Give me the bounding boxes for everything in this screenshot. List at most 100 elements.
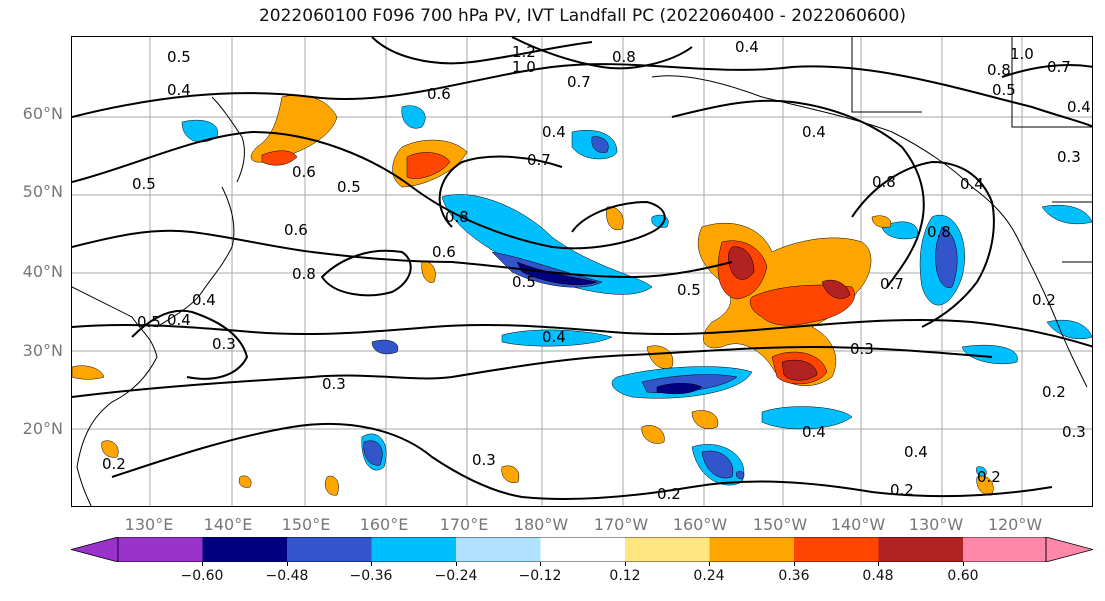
contour-label: 0.5 [337,178,361,196]
lat-label: 40°N [22,262,63,281]
colorbar-swatch [456,537,541,562]
contour-label: 0.8 [445,208,469,226]
contour-label: 0.6 [292,163,316,181]
colorbar-tick-label: 0.12 [609,568,641,584]
contour-label: 0.5 [137,313,161,331]
colorbar-tick-label: 0.48 [862,568,894,584]
colorbar-swatch [625,537,710,562]
contour-label: 0.3 [1062,423,1086,441]
contour-label: 0.4 [542,328,566,346]
colorbar-swatch [118,537,203,562]
colorbar-tickmark [287,562,288,566]
colorbar-swatch [540,537,625,562]
colorbar-tickmark [540,562,541,566]
lon-label: 120°W [987,515,1043,534]
contour-label: 1.0 [512,58,536,76]
contour-label: 0.4 [802,423,826,441]
colorbar-swatch [287,537,372,562]
lon-label: 140°E [203,515,253,534]
lon-label: 150°W [752,515,808,534]
colorbar-tickmark [202,562,203,566]
lon-label: 170°E [439,515,489,534]
contour-label: 0.6 [432,243,456,261]
lon-label: 170°W [593,515,649,534]
contour-label: 0.4 [542,123,566,141]
colorbar-swatch [371,537,456,562]
colorbar-tickmark [878,562,879,566]
colorbar-tickmark [963,562,964,566]
lon-label: 180°W [513,515,569,534]
contour-label: 0.3 [1057,148,1081,166]
contour-label: 0.5 [992,81,1016,99]
contour-label: 0.4 [960,175,984,193]
contour-label: 0.3 [850,340,874,358]
lon-label: 160°E [359,515,409,534]
contour-label: 0.7 [880,275,904,293]
lat-label: 30°N [22,341,63,360]
positive-anomalies [72,94,994,496]
negative-anomalies [181,105,1092,486]
contour-label: 0.8 [987,61,1011,79]
colorbar-swatch [963,537,1046,562]
contour-label: 0.8 [612,48,636,66]
lon-label: 130°E [124,515,174,534]
lat-label: 50°N [22,182,63,201]
contour-label: 0.3 [212,335,236,353]
contour-label: 0.2 [657,485,681,503]
contour-label: 0.3 [322,375,346,393]
contour-label: 0.4 [735,38,759,56]
contour-label: 0.2 [977,468,1001,486]
colorbar-tickmark [456,562,457,566]
lon-label: 130°W [908,515,964,534]
map-panel: 0.5 0.4 1.2 1.0 0.7 0.8 0.4 0.6 1.0 0.8 … [71,36,1093,507]
contour-label: 0.2 [1042,383,1066,401]
contour-label: 0.5 [512,273,536,291]
lon-label: 140°W [830,515,886,534]
pv-contours [72,37,1092,500]
contour-label: 0.5 [167,48,191,66]
colorbar-tickmark [371,562,372,566]
contour-label: 0.7 [527,151,551,169]
contour-label: 0.5 [132,175,156,193]
map-title: 2022060100 F096 700 hPa PV, IVT Landfall… [258,6,906,26]
contour-label: 1.2 [512,43,536,61]
contour-label-layer: 0.5 0.4 1.2 1.0 0.7 0.8 0.4 0.6 1.0 0.8 … [102,38,1091,503]
colorbar [71,537,1093,562]
colorbar-tick-label: −0.60 [180,568,224,584]
colorbar-swatch [794,537,879,562]
map-canvas: 0.5 0.4 1.2 1.0 0.7 0.8 0.4 0.6 1.0 0.8 … [72,37,1092,506]
contour-label: 0.8 [872,173,896,191]
contour-label: 0.2 [102,455,126,473]
contour-label: 0.4 [802,123,826,141]
contour-label: 0.3 [472,451,496,469]
lat-label: 60°N [22,104,63,123]
lat-label: 20°N [22,419,63,438]
colorbar-tick-label: 0.36 [778,568,810,584]
contour-label: 0.6 [427,85,451,103]
contour-label: 0.4 [192,291,216,309]
contour-label: 0.8 [292,265,316,283]
contour-label: 0.2 [890,481,914,499]
colorbar-extend-high [1045,537,1093,562]
colorbar-tickmark [794,562,795,566]
colorbar-swatch [202,537,287,562]
colorbar-tick-label: 0.60 [947,568,979,584]
colorbar-tickmark [709,562,710,566]
lon-label: 150°E [281,515,331,534]
colorbar-swatch [709,537,794,562]
colorbar-tick-label: −0.36 [349,568,393,584]
colorbar-tick-label: 0.24 [693,568,725,584]
coastlines [72,37,1092,506]
colorbar-swatch [878,537,963,562]
contour-label: 1.0 [1010,45,1034,63]
colorbar-tick-label: −0.12 [518,568,562,584]
contour-label: 0.7 [1047,58,1071,76]
colorbar-tick-label: −0.48 [265,568,309,584]
colorbar-tick-label: −0.24 [434,568,478,584]
colorbar-extend-low [71,537,119,562]
contour-label: 0.5 [677,281,701,299]
contour-label: 0.4 [904,443,928,461]
contour-label: 0.7 [567,73,591,91]
contour-label: 0.4 [167,311,191,329]
contour-label: 0.4 [167,81,191,99]
